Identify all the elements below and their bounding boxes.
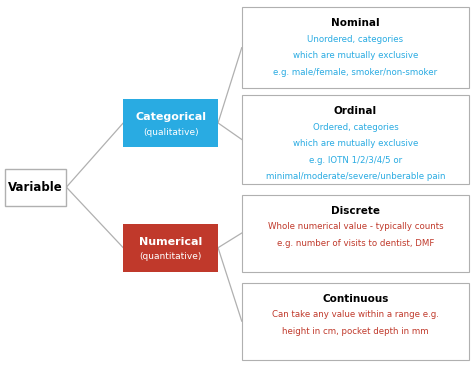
Text: e.g. IOTN 1/2/3/4/5 or: e.g. IOTN 1/2/3/4/5 or (309, 156, 402, 165)
Text: Ordinal: Ordinal (334, 106, 377, 116)
Text: Numerical: Numerical (139, 237, 202, 247)
Text: minimal/moderate/severe/unberable pain: minimal/moderate/severe/unberable pain (266, 172, 445, 182)
Text: which are mutually exclusive: which are mutually exclusive (293, 51, 418, 61)
FancyBboxPatch shape (242, 195, 469, 272)
Text: height in cm, pocket depth in mm: height in cm, pocket depth in mm (282, 327, 429, 336)
Text: (qualitative): (qualitative) (143, 128, 199, 137)
FancyBboxPatch shape (123, 224, 218, 272)
FancyBboxPatch shape (242, 283, 469, 360)
Text: Ordered, categories: Ordered, categories (313, 123, 398, 132)
Text: e.g. number of visits to dentist, DMF: e.g. number of visits to dentist, DMF (277, 239, 434, 248)
Text: Categorical: Categorical (135, 112, 206, 123)
FancyBboxPatch shape (5, 169, 66, 206)
Text: Discrete: Discrete (331, 206, 380, 215)
Text: Can take any value within a range e.g.: Can take any value within a range e.g. (272, 310, 439, 319)
Text: Unordered, categories: Unordered, categories (308, 35, 403, 44)
Text: e.g. male/female, smoker/non-smoker: e.g. male/female, smoker/non-smoker (273, 68, 438, 77)
Text: Continuous: Continuous (322, 294, 389, 304)
Text: Nominal: Nominal (331, 18, 380, 28)
Text: which are mutually exclusive: which are mutually exclusive (293, 139, 418, 149)
FancyBboxPatch shape (242, 95, 469, 184)
Text: Whole numerical value - typically counts: Whole numerical value - typically counts (268, 222, 443, 231)
Text: Variable: Variable (8, 181, 63, 194)
Text: (quantitative): (quantitative) (139, 252, 202, 261)
FancyBboxPatch shape (242, 7, 469, 88)
FancyBboxPatch shape (123, 99, 218, 147)
